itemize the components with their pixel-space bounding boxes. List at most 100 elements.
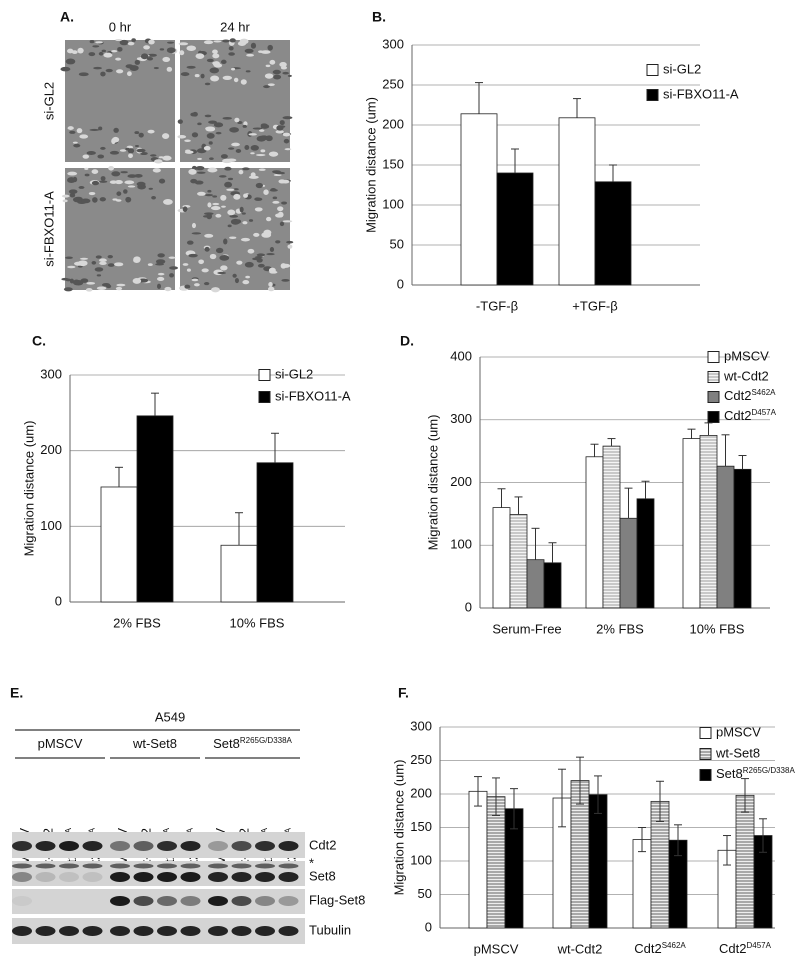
cell (191, 278, 199, 282)
cell (78, 186, 85, 189)
cell (72, 279, 81, 286)
cell (260, 50, 271, 54)
cell (60, 66, 71, 72)
bar (602, 445, 621, 609)
panel-label: E. (10, 685, 23, 701)
cell (96, 286, 107, 290)
band (157, 896, 177, 906)
cell (281, 179, 290, 184)
cell (72, 141, 78, 144)
y-tick-label: 150 (410, 819, 432, 834)
cell (134, 144, 140, 148)
legend-swatch (258, 391, 271, 403)
cell (116, 191, 122, 196)
legend-label-sup: R265G/D338A (743, 766, 796, 775)
cell (99, 258, 107, 263)
cell (252, 257, 259, 261)
cell (191, 222, 197, 229)
cell (111, 171, 121, 177)
cell (215, 247, 224, 254)
band (180, 863, 201, 869)
band (180, 926, 201, 936)
cell (80, 198, 91, 204)
y-tick-label: 300 (410, 718, 432, 733)
band (278, 863, 299, 869)
cell (71, 50, 78, 54)
cell (154, 159, 163, 164)
cell (269, 270, 278, 274)
y-tick-label: 200 (382, 116, 404, 131)
cell (250, 172, 256, 178)
cell (163, 198, 173, 205)
y-tick-label: 0 (465, 599, 472, 614)
band (231, 841, 252, 851)
cell (159, 48, 165, 51)
cell (244, 261, 254, 268)
cell (212, 202, 220, 206)
error-bar (115, 466, 123, 487)
band (59, 841, 79, 851)
cell (204, 233, 214, 238)
cell (194, 74, 200, 78)
cell (270, 187, 277, 192)
cell (252, 127, 263, 130)
cell (267, 286, 275, 292)
cell (210, 206, 221, 211)
bar (256, 462, 294, 603)
band (82, 841, 103, 851)
error-bar (576, 756, 584, 805)
legend-swatch (707, 411, 720, 423)
x-tick-label: Serum-Free (492, 621, 561, 636)
cell (109, 150, 120, 155)
bar (682, 438, 701, 609)
cell (200, 73, 205, 79)
cell (77, 47, 84, 54)
cell (157, 276, 165, 281)
cell (208, 141, 213, 145)
cell (253, 232, 260, 237)
cell (238, 169, 244, 175)
cell (215, 131, 222, 135)
cell (79, 134, 89, 139)
cell (186, 240, 194, 245)
cell (68, 189, 78, 194)
cell (79, 257, 89, 260)
band (278, 896, 299, 906)
cell (117, 46, 123, 52)
band (59, 926, 79, 936)
cell (242, 279, 250, 285)
cell (136, 181, 146, 187)
bar (558, 117, 596, 286)
error-bar (475, 82, 483, 114)
cell (240, 79, 247, 85)
cell (244, 144, 250, 150)
y-axis-title: Migration distance (um) (363, 97, 378, 233)
cell (267, 44, 273, 51)
cell (212, 49, 218, 54)
y-tick-label: 200 (410, 785, 432, 800)
cell (155, 259, 166, 265)
bar (526, 559, 545, 609)
band (231, 872, 252, 882)
cell (242, 124, 247, 128)
cell (222, 39, 230, 43)
cell (115, 57, 122, 61)
cell (222, 116, 233, 120)
cell (127, 41, 135, 46)
legend-label: Cdt2S462A (724, 388, 776, 404)
cell (213, 40, 222, 43)
y-tick-label: 300 (450, 411, 472, 426)
y-tick-label: 0 (425, 919, 432, 934)
cell (116, 283, 126, 287)
cell (161, 133, 170, 140)
error-bar (741, 778, 749, 813)
cell (61, 194, 70, 198)
cell (164, 286, 172, 292)
band (110, 863, 130, 869)
error-bar (721, 434, 730, 467)
error-bar (609, 164, 617, 182)
cell (196, 148, 207, 154)
y-axis-title: Migration distance (um) (21, 421, 36, 557)
cell (162, 155, 172, 161)
